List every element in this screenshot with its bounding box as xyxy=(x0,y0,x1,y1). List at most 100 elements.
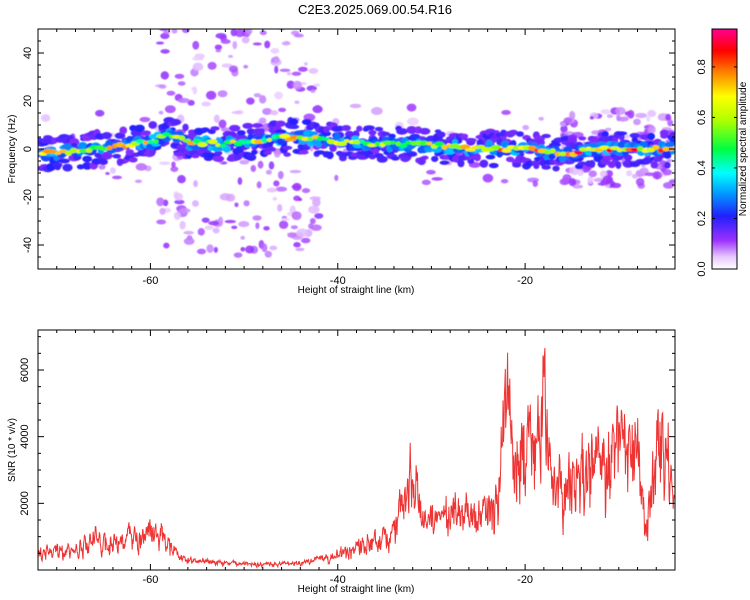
chart-title: C2E3.2025.069.00.54.R16 xyxy=(298,2,452,17)
spectrogram-ridge-cell xyxy=(390,140,396,145)
spectrogram-speckle xyxy=(164,105,176,114)
spectrogram-speckle xyxy=(228,54,233,58)
spectrogram-speckle xyxy=(588,170,597,178)
spectrogram-speckle xyxy=(228,65,239,73)
spectrogram-halo xyxy=(298,149,309,155)
spectrogram-halo xyxy=(406,125,418,134)
spectrogram-speckle xyxy=(278,107,287,113)
spectrogram-ridge-cell xyxy=(657,148,665,153)
spectrogram-halo xyxy=(58,158,70,164)
spectrogram-speckle xyxy=(206,244,214,253)
spectrogram-halo xyxy=(274,129,287,134)
spectrogram-speckle xyxy=(290,225,298,230)
spectrogram-speckle xyxy=(163,30,171,35)
spectrogram-speckle xyxy=(196,248,207,255)
spectrogram-speckle xyxy=(177,175,186,184)
spectrogram-band xyxy=(639,141,648,149)
spectrogram-speckle xyxy=(250,165,257,173)
spectrogram-band xyxy=(191,144,200,151)
spectrogram-halo xyxy=(283,152,291,157)
spectrogram-speckle xyxy=(192,62,204,72)
spectrogram-ridge-cell xyxy=(49,149,57,154)
spectrogram-speckle xyxy=(298,66,308,72)
spectrogram-ridge-cell xyxy=(215,143,221,148)
spectrogram-halo xyxy=(99,158,108,165)
spectrogram-halo xyxy=(577,161,588,166)
spectrogram-speckle xyxy=(633,118,641,126)
spectrogram-speckle xyxy=(163,242,170,249)
spectrogram-speckle xyxy=(482,173,494,183)
spectrogram-band xyxy=(622,150,629,157)
spectrogram-speckle xyxy=(174,192,184,201)
spectrogram-speckle xyxy=(370,107,383,116)
spectrogram-speckle xyxy=(532,180,539,188)
spectrogram-speckle xyxy=(286,80,295,89)
spectrogram-speckle xyxy=(253,93,262,98)
spectrogram-speckle xyxy=(275,186,288,192)
spectrogram-speckle xyxy=(308,68,319,74)
spectrogram-halo xyxy=(275,120,286,127)
spectrogram-speckle xyxy=(256,181,262,189)
spectrogram-speckle xyxy=(274,91,283,100)
spectrogram-speckle xyxy=(635,112,648,119)
spectrogram-ridge-cell xyxy=(279,133,291,139)
spectrogram-halo xyxy=(341,124,352,131)
spectrogram-speckle xyxy=(632,173,638,179)
spectrogram-speckle xyxy=(232,40,238,50)
spectrogram-speckle xyxy=(296,228,309,238)
spectrogram-speckle xyxy=(192,56,204,61)
snr-panel: -60 -40 -20 2000 4000 6000 Height of straight… xyxy=(7,329,676,595)
spectrogram-band xyxy=(333,132,341,141)
spectrogram-speckle xyxy=(268,161,275,170)
spectrogram-speckle xyxy=(313,83,321,87)
spectrogram-ridge-cell xyxy=(322,137,330,141)
spectrogram-speckle xyxy=(569,110,576,120)
spectrogram-halo xyxy=(82,155,93,163)
spectrogram-halo xyxy=(368,154,376,160)
spectrogram-ridge-cell xyxy=(491,144,502,150)
colorbar-tick-label: 0.8 xyxy=(696,59,708,74)
spectrogram-speckle xyxy=(314,213,324,219)
spectrogram-speckle xyxy=(289,169,302,174)
spectrogram-speckle xyxy=(170,166,179,172)
spectrogram-halo xyxy=(512,162,522,168)
spectrogram-ridge-cell xyxy=(374,141,381,147)
spectrogram-speckle xyxy=(160,32,170,40)
spectrogram-y-tick-label: 0 xyxy=(22,146,34,152)
spectrogram-speckle xyxy=(252,42,262,46)
spectrogram-speckle xyxy=(431,177,443,181)
spectrogram-halo xyxy=(663,153,672,159)
spectrogram-speckle xyxy=(246,97,255,105)
spectrogram-speckle xyxy=(166,90,176,96)
spectrogram-halo xyxy=(550,142,562,148)
spectrogram-ridge-cell xyxy=(652,144,660,150)
spectrogram-band xyxy=(589,142,599,149)
spectrogram-speckle xyxy=(264,40,271,49)
spectrogram-speckle xyxy=(665,113,672,121)
spectrogram-x-tick-label: -40 xyxy=(330,275,346,287)
spectrogram-halo xyxy=(176,147,188,153)
spectrogram-speckle xyxy=(201,101,211,107)
spectrogram-ridge-cell xyxy=(182,138,192,143)
spectrogram-halo xyxy=(288,124,300,130)
spectrogram-speckle xyxy=(231,225,238,230)
spectrogram-speckle xyxy=(225,193,236,202)
spectrogram-speckle xyxy=(646,116,651,122)
spectrogram-speckle xyxy=(179,220,186,230)
spectrogram-ridge-cell xyxy=(245,139,252,145)
spectrogram-halo xyxy=(473,153,481,162)
spectrogram-speckle xyxy=(105,171,110,176)
spectrogram-speckle xyxy=(309,196,321,201)
spectrogram-halo xyxy=(421,155,429,160)
spectrogram-ridge-cell xyxy=(399,143,408,149)
spectrogram-speckle xyxy=(269,245,278,251)
spectrogram-speckle xyxy=(662,181,675,189)
spectrogram-y-tick-label: 20 xyxy=(22,95,34,107)
spectrogram-speckle xyxy=(522,124,530,131)
spectrogram-halo xyxy=(112,153,122,159)
spectrogram-speckle xyxy=(270,47,280,54)
snr-y-axis-label: SNR (10 * v/v) xyxy=(7,418,18,482)
spectrogram-speckle xyxy=(173,211,182,220)
spectrogram-speckle xyxy=(261,243,268,253)
spectrogram-speckle xyxy=(298,197,303,202)
